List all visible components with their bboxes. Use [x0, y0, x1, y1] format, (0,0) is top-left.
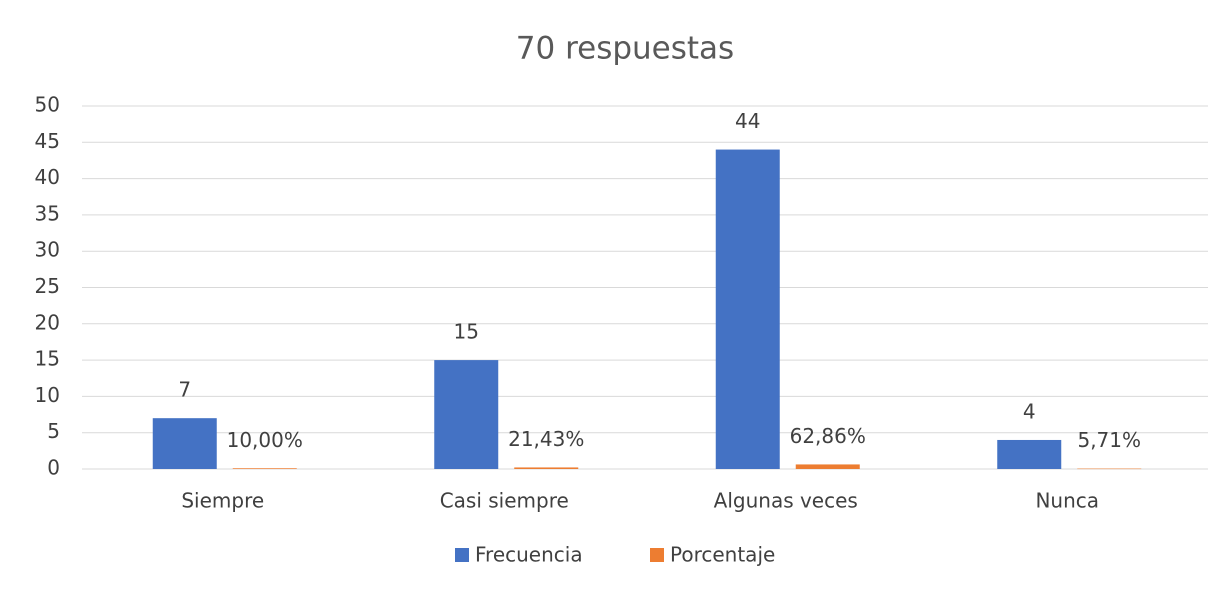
bar [715, 149, 780, 469]
x-tick-label: Siempre [181, 489, 264, 513]
data-label: 4 [1023, 399, 1036, 423]
y-tick-label: 25 [35, 274, 60, 298]
legend-swatch [650, 548, 664, 562]
y-tick-label: 30 [35, 238, 60, 262]
y-tick-label: 20 [35, 310, 60, 334]
data-label: 62,86% [790, 424, 866, 448]
bar [1077, 468, 1142, 470]
data-label: 5,71% [1077, 428, 1141, 452]
bar [997, 439, 1062, 469]
x-tick-label: Casi siempre [440, 489, 569, 513]
bar [232, 468, 297, 469]
data-label: 15 [454, 320, 479, 344]
y-tick-label: 0 [47, 456, 60, 480]
bar [795, 464, 860, 469]
x-tick-label: Algunas veces [714, 489, 858, 513]
bar [434, 360, 499, 469]
y-tick-label: 15 [35, 347, 60, 371]
x-tick-label: Nunca [1035, 489, 1099, 513]
legend-label: Porcentaje [670, 543, 775, 567]
y-tick-label: 50 [35, 93, 60, 117]
y-tick-label: 35 [35, 201, 60, 225]
legend-swatch [455, 548, 469, 562]
data-label: 21,43% [508, 427, 584, 451]
y-tick-label: 10 [35, 383, 60, 407]
data-label: 10,00% [227, 428, 303, 452]
chart-title: 70 respuestas [516, 31, 734, 67]
data-label: 7 [178, 378, 191, 402]
bar [514, 467, 579, 469]
y-tick-label: 45 [35, 129, 60, 153]
bar [152, 418, 217, 469]
y-tick-label: 5 [47, 419, 60, 443]
legend-label: Frecuencia [475, 543, 583, 567]
y-tick-label: 40 [35, 165, 60, 189]
data-label: 44 [735, 109, 760, 133]
